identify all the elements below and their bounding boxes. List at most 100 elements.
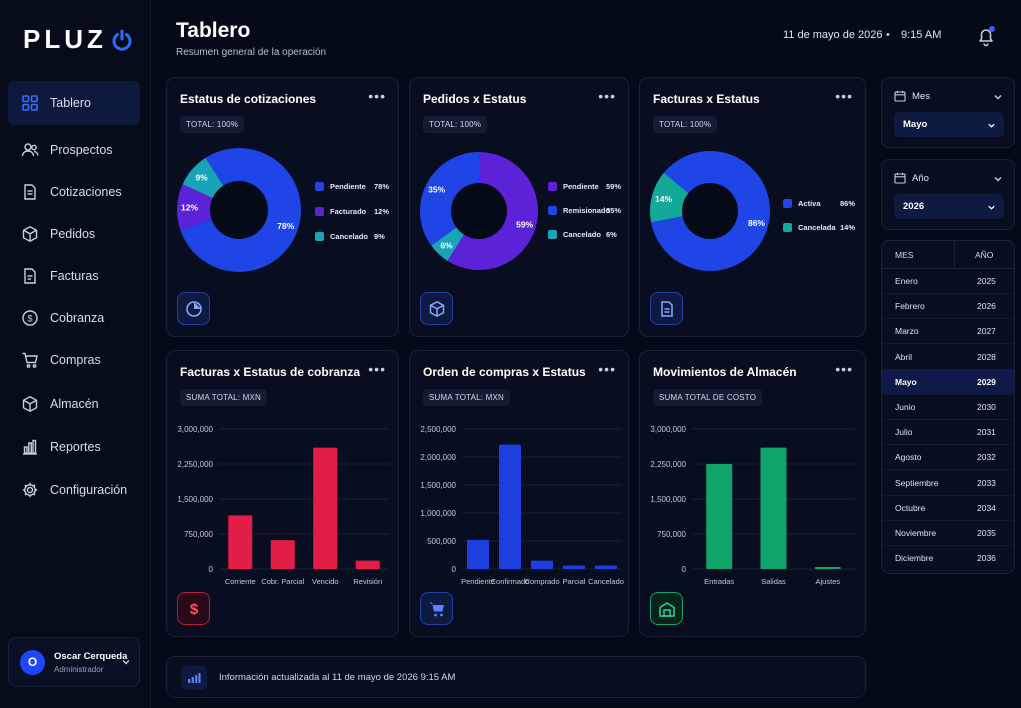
table-row[interactable]: Mayo 2029	[882, 369, 1014, 395]
table-row[interactable]: Diciembre 2036	[882, 546, 1014, 572]
svg-text:$: $	[189, 601, 198, 618]
more-options-button[interactable]: •••	[368, 361, 386, 377]
table-row[interactable]: Septiembre 2033	[882, 471, 1014, 496]
bar-chart: 3,000,000 2,250,000 1,500,000 750,000 0 Corri…	[177, 425, 389, 586]
cell-mes: Julio	[895, 427, 913, 438]
total-pill: SUMA TOTAL: MXN	[180, 389, 268, 406]
sidebar-item-configuracion[interactable]: Configuración	[8, 468, 140, 512]
pie-slice-facturado[interactable]	[177, 184, 239, 231]
y-tick-label: 0	[682, 565, 687, 574]
table-row[interactable]: Febrero 2026	[882, 294, 1014, 320]
sidebar-item-cobranza[interactable]: $ Cobranza	[8, 296, 140, 340]
donut-hole	[451, 183, 507, 239]
legend-swatch	[548, 206, 557, 215]
legend-value: 86%	[840, 199, 856, 208]
table-row[interactable]: Enero 2025	[882, 269, 1014, 294]
year-select[interactable]: 2026	[894, 194, 1004, 219]
sidebar-item-reportes[interactable]: Reportes	[8, 425, 140, 469]
x-tick-label: Confirmado	[491, 577, 530, 586]
user-menu[interactable]: O Oscar Cerqueda Administrador	[8, 637, 140, 687]
bar-chart-icon	[23, 439, 37, 455]
file-icon	[650, 292, 683, 325]
sidebar-item-label: Facturas	[50, 269, 99, 283]
table-header: MES AÑO	[882, 241, 1014, 269]
slice-label: 6%	[440, 241, 453, 251]
y-tick-label: 3,000,000	[177, 425, 213, 434]
sidebar-item-prospectos[interactable]: Prospectos	[8, 128, 140, 172]
bar-corriente[interactable]	[228, 515, 253, 569]
bar-comprado[interactable]	[531, 560, 553, 569]
y-tick-label: 0	[452, 565, 457, 574]
bar-confirmado[interactable]	[499, 444, 521, 569]
legend-item: Activa	[783, 199, 821, 208]
card-cobranza: Facturas x Estatus de cobranza ••• SUMA …	[166, 350, 399, 637]
month-filter: Mes Mayo	[881, 77, 1015, 148]
bar-ajustes[interactable]	[814, 567, 841, 569]
legend-swatch	[783, 223, 792, 232]
header-time: 9:15 AM	[901, 29, 942, 41]
column-divider	[954, 241, 955, 269]
more-options-button[interactable]: •••	[368, 88, 386, 104]
cell-anio: 2033	[977, 477, 996, 488]
document-icon	[24, 184, 36, 200]
box-icon	[22, 226, 38, 242]
cell-mes: Junio	[895, 402, 916, 412]
legend-value: 35%	[606, 206, 622, 215]
avatar: O	[20, 649, 45, 675]
card-title: Facturas x Estatus	[653, 92, 760, 106]
sidebar-item-almacen[interactable]: Almacén	[8, 382, 140, 426]
bar-cancelado[interactable]	[595, 565, 617, 569]
chevron-down-icon[interactable]	[993, 174, 1003, 184]
sidebar-item-compras[interactable]: Compras	[8, 338, 140, 382]
bell-icon[interactable]	[975, 25, 997, 47]
sidebar-item-pedidos[interactable]: Pedidos	[8, 212, 140, 256]
table-row[interactable]: Octubre 2034	[882, 496, 1014, 521]
logo[interactable]: PLUZ	[23, 24, 133, 55]
bar-salidas[interactable]	[760, 447, 787, 569]
chevron-down-icon[interactable]	[993, 92, 1003, 102]
user-role: Administrador	[54, 664, 104, 674]
slice-label: 59%	[516, 219, 533, 229]
card-almacen: Movimientos de Almacén ••• SUMA TOTAL DE…	[639, 350, 866, 637]
donut-hole	[210, 181, 268, 239]
sidebar-item-label: Cotizaciones	[50, 185, 122, 199]
year-filter-label: Año	[912, 172, 929, 184]
year-filter: Año 2026	[881, 159, 1015, 230]
table-row[interactable]: Abril 2028	[882, 345, 1014, 370]
legend-value: 6%	[606, 230, 617, 239]
sidebar-item-tablero[interactable]: Tablero	[8, 81, 140, 125]
cell-anio: 2034	[977, 502, 996, 513]
bar-pendiente[interactable]	[467, 539, 489, 569]
bar-parcial[interactable]	[563, 565, 585, 569]
table-row[interactable]: Junio 2030	[882, 395, 1014, 420]
table-row[interactable]: Julio 2031	[882, 420, 1014, 446]
bar-cobr-parcial[interactable]	[270, 540, 295, 569]
card-title: Estatus de cotizaciones	[180, 92, 317, 106]
sidebar-item-cotizaciones[interactable]: Cotizaciones	[8, 170, 140, 214]
cart-icon	[22, 352, 38, 368]
bar-vencido[interactable]	[313, 447, 338, 569]
year-select-value: 2026	[903, 201, 925, 212]
cell-anio: 2028	[977, 351, 996, 362]
month-select[interactable]: Mayo	[894, 112, 1004, 137]
x-tick-label: Vencido	[312, 577, 339, 586]
more-options-button[interactable]: •••	[598, 361, 616, 377]
cell-anio: 2029	[977, 376, 996, 387]
more-options-button[interactable]: •••	[598, 88, 616, 104]
slice-label: 9%	[195, 173, 208, 183]
total-pill: SUMA TOTAL DE COSTO	[653, 389, 763, 406]
donut-chart: 86% 14%	[650, 151, 770, 271]
sidebar-item-facturas[interactable]: Facturas	[8, 254, 140, 298]
pie-slice-remisionado[interactable]	[420, 152, 479, 246]
sidebar-item-label: Configuración	[50, 483, 128, 497]
bar-entradas[interactable]	[706, 464, 733, 569]
table-row[interactable]: Agosto 2032	[882, 445, 1014, 471]
card-title: Movimientos de Almacén	[653, 365, 797, 379]
table-row[interactable]: Noviembre 2035	[882, 521, 1014, 546]
table-row[interactable]: Marzo 2027	[882, 319, 1014, 345]
more-options-button[interactable]: •••	[835, 361, 853, 377]
more-options-button[interactable]: •••	[835, 88, 853, 104]
month-year-table: MES AÑO Enero 2025 Febrero 2026 Marzo 2027 Abr…	[881, 240, 1015, 574]
x-tick-label: Salidas	[761, 577, 786, 586]
bar-revisión[interactable]	[355, 560, 380, 569]
